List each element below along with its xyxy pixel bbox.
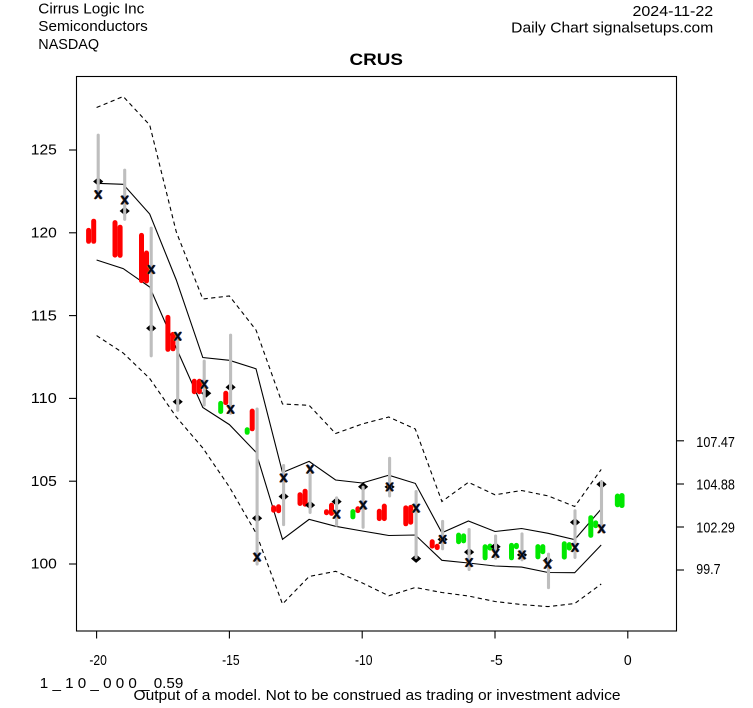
svg-text:100: 100 [31,556,57,573]
svg-text:-20: -20 [89,652,107,669]
svg-text:107.47: 107.47 [696,434,735,451]
svg-text:Output of a model. Not to be c: Output of a model. Not to be construed a… [134,687,621,704]
svg-text:Semiconductors: Semiconductors [38,18,148,35]
svg-text:102.29: 102.29 [696,519,735,536]
svg-text:115: 115 [31,307,57,324]
svg-text:104.88: 104.88 [696,477,735,494]
svg-text:120: 120 [31,225,57,242]
svg-text:0: 0 [624,652,632,669]
svg-text:1 _ 1 0 _ 0 0 0 _ 0.59: 1 _ 1 0 _ 0 0 0 _ 0.59 [40,675,184,692]
svg-text:-10: -10 [355,652,373,669]
svg-text:CRUS: CRUS [350,51,403,69]
svg-text:NASDAQ: NASDAQ [38,36,99,53]
svg-text:-5: -5 [490,652,503,669]
svg-text:105: 105 [31,473,57,490]
svg-text:2024-11-22: 2024-11-22 [633,3,714,20]
svg-text:-15: -15 [222,652,240,669]
svg-text:Cirrus Logic Inc: Cirrus Logic Inc [38,0,145,17]
svg-text:125: 125 [31,142,57,159]
svg-text:99.7: 99.7 [696,561,720,578]
svg-text:Daily Chart signalsetups.com: Daily Chart signalsetups.com [511,19,713,36]
svg-text:110: 110 [31,390,57,407]
